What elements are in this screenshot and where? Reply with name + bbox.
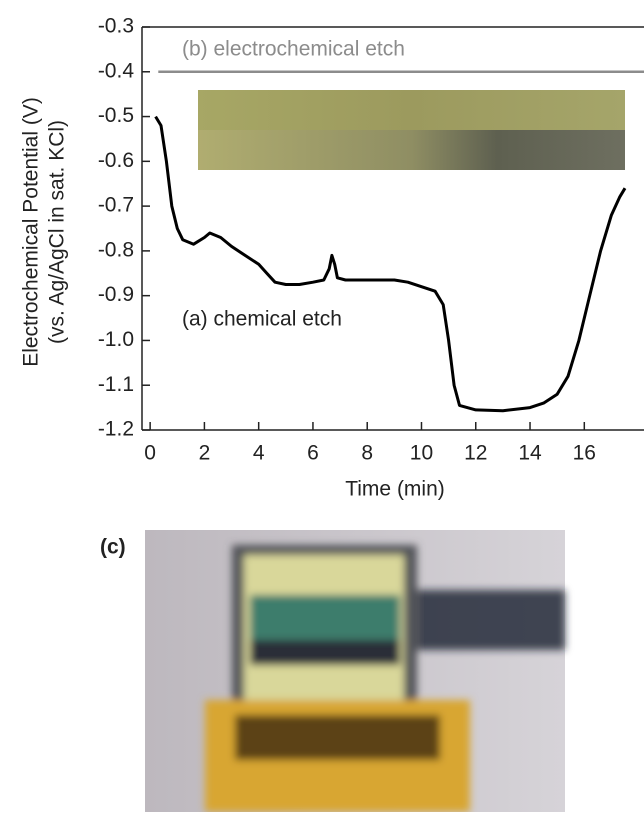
series-label: (a) chemical etch <box>182 308 342 331</box>
x-axis-title: Time (min) <box>345 478 445 501</box>
y-tick-label: -0.3 <box>98 15 134 38</box>
series-line <box>154 115 627 413</box>
x-tick-label: 8 <box>361 442 373 465</box>
inset-image <box>198 90 625 170</box>
x-tick-label: 4 <box>253 442 265 465</box>
series-label: (b) electrochemical etch <box>182 38 405 61</box>
y-tick-label: -1.0 <box>98 328 134 351</box>
x-tick-label: 14 <box>518 442 542 465</box>
y-tick-label: -0.8 <box>98 238 134 261</box>
x-tick-label: 6 <box>307 442 319 465</box>
y-axis-title: (vs. Ag/AgCl in sat. KCl) <box>46 120 69 344</box>
x-tick-label: 16 <box>573 442 596 465</box>
y-tick-label: -1.1 <box>98 373 134 396</box>
y-tick-label: -0.6 <box>98 149 134 172</box>
photo <box>145 530 565 812</box>
panel-label: (c) <box>100 536 126 559</box>
y-tick-label: -1.2 <box>98 418 134 441</box>
y-tick-label: -0.7 <box>98 194 134 217</box>
x-tick-label: 12 <box>464 442 487 465</box>
x-tick-label: 10 <box>410 442 433 465</box>
y-axis-title: Electrochemical Potential (V) <box>20 97 43 367</box>
y-tick-label: -0.4 <box>98 59 135 82</box>
y-tick-label: -0.9 <box>98 283 134 306</box>
x-tick-label: 0 <box>144 442 156 465</box>
x-tick-label: 2 <box>199 442 211 465</box>
y-tick-label: -0.5 <box>98 104 134 127</box>
